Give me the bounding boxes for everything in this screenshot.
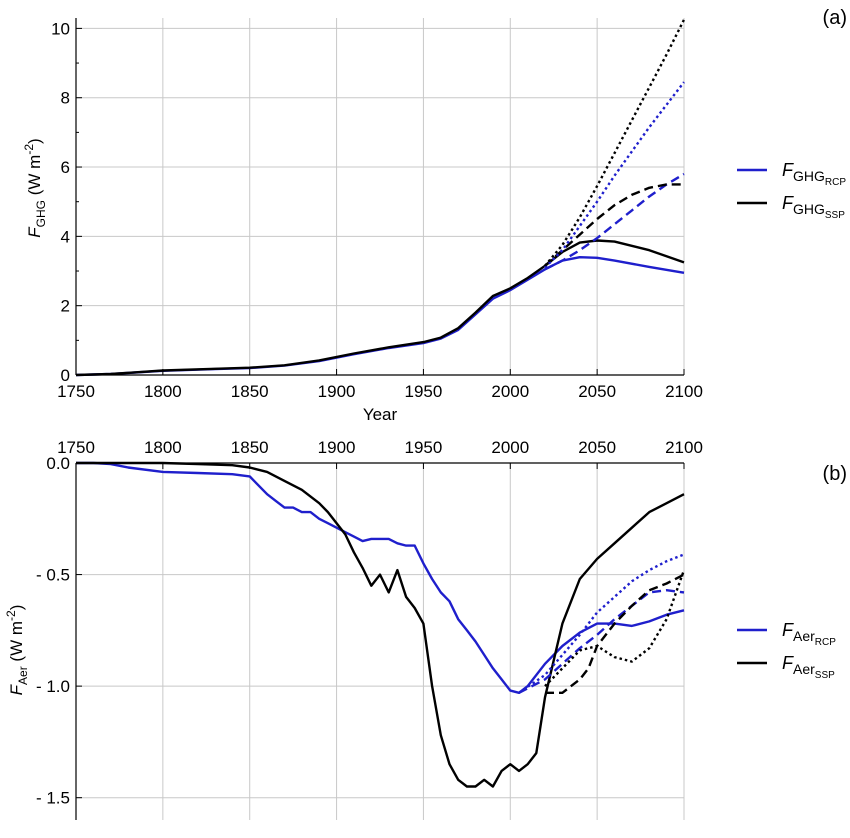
panel-b: 1750 1800 1850 1900 1950 2000 2050 2100 0.0 - 0.5… (4, 438, 847, 820)
x-axis-title-a: Year (363, 405, 398, 424)
y-tick-label: 0 (61, 366, 70, 385)
legend-label-ssp: FGHGSSP (782, 193, 845, 221)
grid-a (75, 18, 685, 376)
x-tick-label: 1800 (144, 438, 182, 457)
y-tick-label: 0.0 (46, 454, 70, 473)
panel-a: 1750 1800 1850 1900 1950 2000 2050 21000246810 … (22, 7, 847, 424)
series-line-rcp-dashed (518, 589, 685, 694)
x-tick-label: 1800 (144, 382, 182, 401)
legend-a: FGHGRCP FGHGSSP (737, 160, 846, 221)
series-line-ssp-dotted (544, 569, 686, 687)
series-line-ssp-dashed (545, 573, 685, 694)
y-title-a-sub: GHG (34, 200, 48, 227)
y-title-a-sup: -2 (22, 144, 36, 155)
x-tick-label: 1950 (405, 382, 443, 401)
y-tick-label: 4 (61, 227, 70, 246)
y-axis-title-b: FAer (W m-2) (4, 605, 30, 696)
series-line-ssp-dashed (544, 183, 684, 267)
x-tick-label: 1850 (231, 382, 269, 401)
series-line-ssp-solid (76, 461, 685, 788)
y-title-a-unit: (W m (25, 155, 44, 200)
grid-b (75, 462, 685, 820)
x-tick-label: 2000 (491, 438, 529, 457)
y-tick-label: - 1.0 (36, 677, 70, 696)
series-b (76, 461, 686, 788)
x-tick-label: 1950 (405, 438, 443, 457)
y-tick-label: 10 (51, 19, 70, 38)
y-tick-label: - 0.5 (36, 566, 70, 585)
series-line-rcp-solid (75, 256, 685, 377)
x-tick-label: 2050 (578, 382, 616, 401)
series-line-rcp-dashed (544, 172, 685, 271)
series-line-rcp-dotted (518, 553, 685, 694)
y-title-b-sub: Aer (16, 666, 30, 685)
panel-label-a: (a) (823, 7, 847, 29)
series-line-ssp-solid (75, 239, 685, 377)
legend-label-rcp: FGHGRCP (782, 160, 846, 188)
y-title-a-main: F (25, 226, 44, 238)
legend-label-rcp: FAerRCP (782, 620, 836, 648)
series-line-rcp-solid (76, 461, 685, 694)
x-tick-label: 1750 (57, 382, 95, 401)
axes-a: 1750 1800 1850 1900 1950 2000 2050 2100 0 2 4 6 8 10 (51, 18, 703, 401)
series-a (75, 19, 686, 377)
series-line-ssp-dotted (544, 19, 686, 267)
y-title-b-unit: (W m (7, 621, 26, 666)
y-tick-label: 8 (61, 89, 70, 108)
x-tick-label: 1850 (231, 438, 269, 457)
x-tick-label: 2100 (665, 382, 703, 401)
x-tick-label: 2050 (578, 438, 616, 457)
x-tick-label: 2000 (491, 382, 529, 401)
panel-label-b: (b) (823, 463, 847, 485)
y-title-b-sup: -2 (4, 610, 18, 621)
x-tick-label: 1900 (318, 382, 356, 401)
y-tick-label: 2 (61, 297, 70, 316)
y-axis-title-a: FGHG (W m-2) (22, 138, 48, 237)
y-title-a-close: ) (25, 138, 44, 144)
axes-b: 1750 1800 1850 1900 1950 2000 2050 2100 0.0 - 0.5… (36, 438, 703, 820)
legend-label-ssp: FAerSSP (782, 653, 835, 681)
x-tick-label: 1900 (318, 438, 356, 457)
series-line-rcp-dotted (544, 81, 685, 269)
y-tick-label: - 1.5 (36, 789, 70, 808)
x-tick-label: 1750 (57, 438, 95, 457)
y-title-b-close: ) (7, 605, 26, 611)
legend-b: FAerRCP FAerSSP (737, 620, 836, 681)
y-tick-label: 6 (61, 158, 70, 177)
x-tick-label: 2100 (665, 438, 703, 457)
y-title-b-main: F (7, 683, 26, 695)
